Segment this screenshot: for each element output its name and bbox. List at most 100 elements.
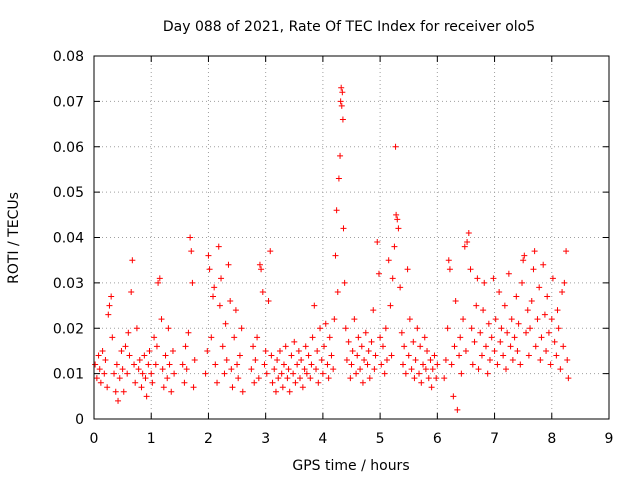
y-tick-label: 0.08 (53, 49, 84, 65)
data-point (169, 347, 176, 354)
data-point (379, 343, 386, 350)
x-tick-labels: 0 1 2 3 4 5 6 7 8 9 (90, 431, 614, 447)
data-point (219, 343, 226, 350)
data-point (486, 357, 493, 364)
data-point (538, 334, 545, 341)
data-point (555, 325, 562, 332)
y-tick-label: 0.03 (53, 276, 84, 292)
data-point (189, 279, 196, 286)
x-tick-label: 6 (433, 431, 442, 447)
data-point (292, 379, 299, 386)
data-point (216, 302, 223, 309)
x-tick-label: 5 (376, 431, 385, 447)
data-point (126, 352, 133, 359)
y-tick-label: 0.04 (53, 231, 84, 247)
data-point (343, 357, 350, 364)
data-point (511, 334, 518, 341)
data-point (285, 366, 292, 373)
data-point (314, 347, 321, 354)
data-point (104, 384, 111, 391)
data-point (97, 379, 104, 386)
data-point (93, 375, 100, 382)
data-point (149, 379, 156, 386)
data-point (111, 370, 118, 377)
data-point (482, 343, 489, 350)
data-point (274, 357, 281, 364)
data-point (514, 347, 521, 354)
data-point (519, 279, 526, 286)
data-point (378, 361, 385, 368)
data-point (477, 329, 484, 336)
data-point (354, 352, 361, 359)
data-point (411, 375, 418, 382)
data-point (321, 343, 328, 350)
data-point (331, 316, 338, 323)
data-point (254, 334, 261, 341)
data-point (467, 266, 474, 273)
data-point (561, 279, 568, 286)
data-point (191, 357, 198, 364)
data-point (461, 243, 468, 250)
data-point (370, 307, 377, 314)
data-point (128, 288, 135, 295)
data-point (325, 375, 332, 382)
data-point (125, 329, 132, 336)
x-tick-label: 2 (204, 431, 213, 447)
data-point (165, 325, 172, 332)
data-point (124, 370, 131, 377)
data-point (239, 388, 246, 395)
data-point (400, 361, 406, 368)
data-point (143, 393, 150, 400)
data-point (425, 375, 432, 382)
data-point (374, 239, 381, 246)
data-point (225, 261, 232, 268)
data-point (182, 343, 189, 350)
data-point (481, 279, 488, 286)
data-point (431, 352, 438, 359)
data-point (112, 388, 119, 395)
data-point (494, 361, 501, 368)
data-point (473, 302, 480, 309)
data-points (92, 84, 572, 413)
data-point (229, 384, 236, 391)
x-tick-label: 4 (318, 431, 327, 447)
data-point (381, 370, 388, 377)
data-point (302, 343, 309, 350)
data-point (412, 357, 419, 364)
data-point (541, 311, 548, 318)
data-point (469, 361, 476, 368)
data-point (359, 379, 366, 386)
data-point (258, 266, 265, 273)
data-point (524, 307, 531, 314)
data-point (185, 329, 192, 336)
data-point (532, 343, 539, 350)
data-point (523, 329, 530, 336)
data-point (520, 257, 527, 264)
data-point (464, 239, 471, 246)
data-point (294, 361, 301, 368)
data-point (164, 375, 171, 382)
data-point (394, 216, 401, 223)
data-point (559, 288, 566, 295)
data-point (404, 266, 411, 273)
data-point (382, 325, 389, 332)
data-point (275, 375, 282, 382)
data-point (286, 388, 293, 395)
data-point (151, 334, 158, 341)
data-point (307, 375, 314, 382)
data-point (179, 361, 186, 368)
data-point (318, 357, 325, 364)
data-point (397, 284, 404, 291)
data-point (366, 375, 373, 382)
data-point (501, 302, 508, 309)
data-point (385, 257, 392, 264)
data-point (340, 225, 347, 232)
data-point (227, 298, 234, 305)
data-point (357, 366, 364, 373)
x-tick-label: 8 (547, 431, 556, 447)
data-point (521, 252, 528, 259)
data-point (362, 329, 369, 336)
data-point (445, 257, 452, 264)
data-point (305, 352, 312, 359)
data-point (102, 357, 109, 364)
